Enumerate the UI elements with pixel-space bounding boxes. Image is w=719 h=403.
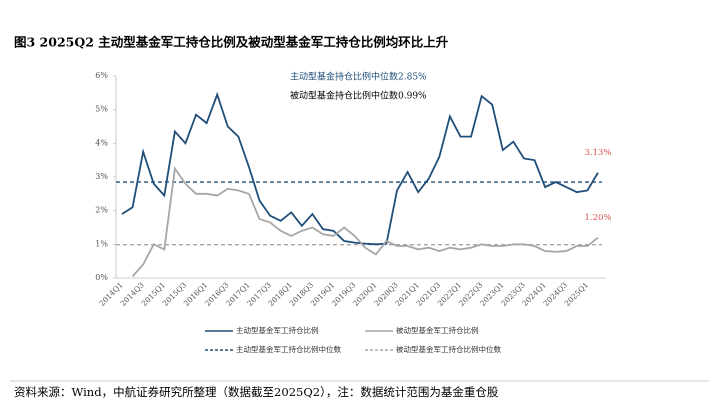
series-line bbox=[121, 91, 599, 246]
legend-label: 主动型基金军工持仓比例 bbox=[236, 325, 319, 335]
source-note: 资料来源：Wind，中航证券研究所整理（数据截至2025Q2），注：数据统计范围… bbox=[14, 385, 499, 399]
legend-label: 被动型基金军工持仓比例中位数 bbox=[396, 344, 501, 354]
y-tick-label: 4% bbox=[95, 138, 108, 147]
legend-label: 被动型基金军工持仓比例 bbox=[396, 325, 479, 335]
series-line bbox=[131, 166, 599, 277]
chart-title: 图3 2025Q2 主动型基金军工持仓比例及被动型基金军工持仓比例均环比上升 bbox=[14, 35, 449, 50]
value-label: 3.13% bbox=[584, 148, 611, 158]
legend-label: 主动型基金军工持仓比例中位数 bbox=[236, 344, 341, 354]
y-tick-label: 3% bbox=[95, 172, 108, 181]
y-tick-label: 5% bbox=[95, 105, 108, 114]
median-label: 被动型基金持仓比例中位数0.99% bbox=[290, 90, 427, 102]
y-tick-label: 0% bbox=[95, 273, 108, 282]
y-tick-label: 1% bbox=[95, 239, 108, 248]
y-tick-label: 6% bbox=[95, 71, 108, 80]
y-tick-label: 2% bbox=[95, 206, 108, 215]
value-label: 1.20% bbox=[584, 213, 611, 223]
median-label: 主动型基金持仓比例中位数2.85% bbox=[290, 71, 427, 83]
